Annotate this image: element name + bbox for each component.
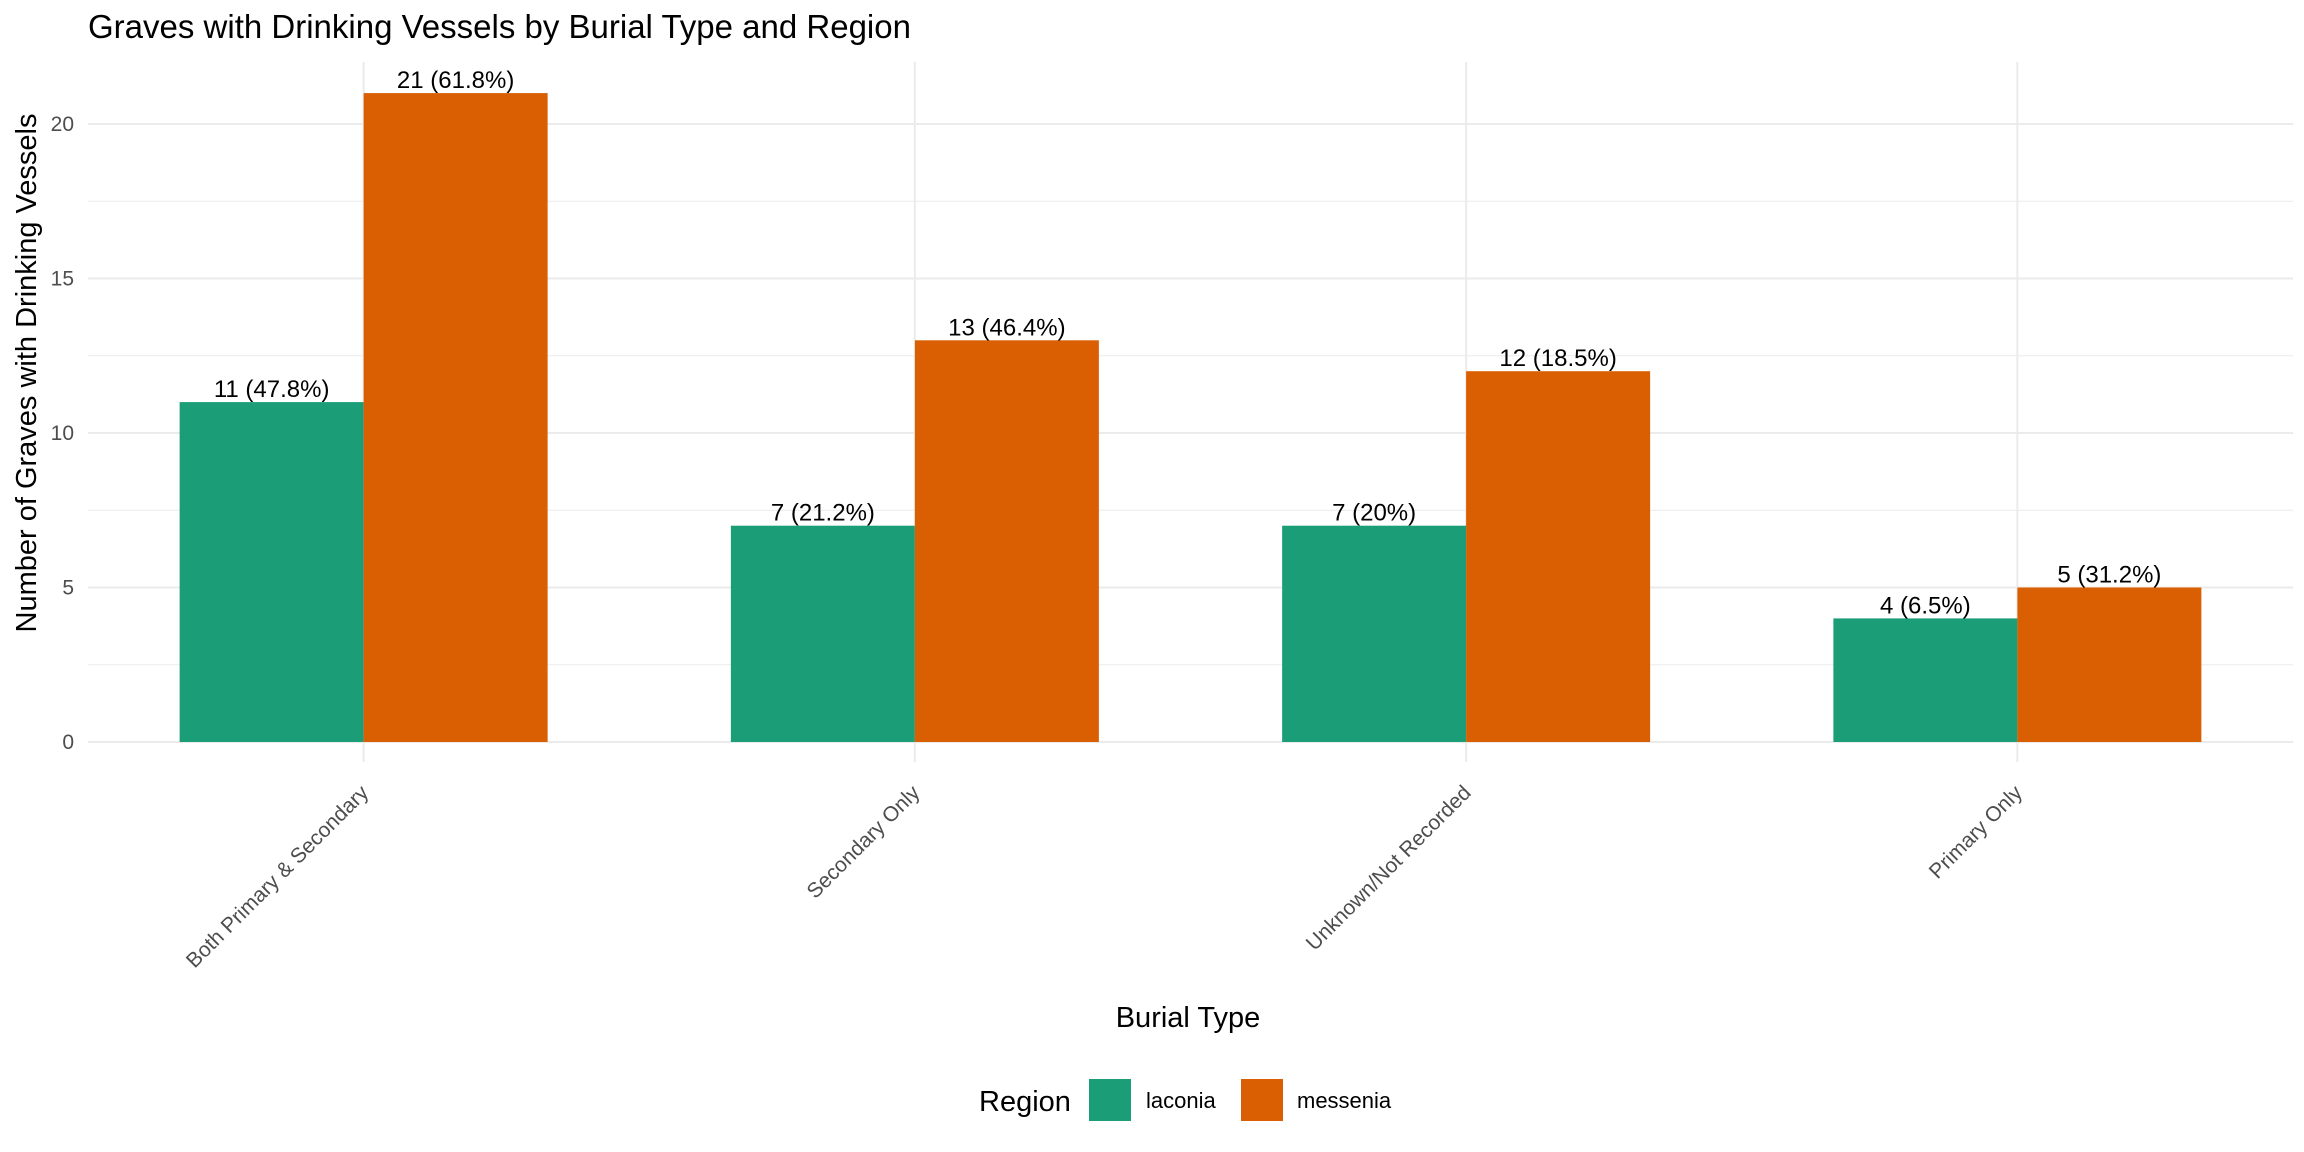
bar-label-laconia: 4 (6.5%): [1880, 592, 1971, 619]
bar-label-laconia: 7 (20%): [1332, 500, 1416, 527]
bar-label-laconia: 7 (21.2%): [771, 500, 875, 527]
legend-key-laconia: [1089, 1079, 1131, 1121]
x-axis-ticks: Both Primary & Secondary Secondary Only Un…: [182, 781, 2027, 973]
x-tick-label: Secondary Only: [802, 781, 924, 903]
legend-title: Region: [979, 1086, 1071, 1118]
y-axis-title: Number of Graves with Drinking Vessels: [11, 114, 43, 633]
legend: Region laconia messenia: [979, 1079, 1392, 1121]
y-axis-ticks: 0 5 10 15 20: [51, 113, 74, 754]
bar-label-laconia: 11 (47.8%): [214, 376, 330, 403]
bar-messenia: [2017, 587, 2202, 742]
bar-messenia: [1466, 371, 1651, 742]
x-tick-label: Primary Only: [1925, 781, 2027, 883]
bar-label-messenia: 21 (61.8%): [397, 67, 514, 94]
bar-label-messenia: 12 (18.5%): [1499, 345, 1616, 372]
bar-laconia: [179, 402, 364, 742]
y-tick-label: 10: [51, 422, 74, 445]
y-tick-label: 15: [51, 268, 74, 291]
x-axis-title: Burial Type: [1116, 1002, 1261, 1034]
bar-label-messenia: 13 (46.4%): [948, 314, 1065, 341]
bar-labels: 11 (47.8%) 21 (61.8%) 7 (21.2%) 13 (46.4%) 7…: [214, 67, 2162, 619]
bar-laconia: [730, 525, 915, 742]
x-tick-label: Unknown/Not Recorded: [1302, 781, 1476, 955]
legend-label-laconia: laconia: [1146, 1088, 1216, 1113]
bar-laconia: [1282, 525, 1467, 742]
bar-laconia: [1833, 618, 2018, 742]
x-tick-label: Both Primary & Secondary: [182, 781, 374, 973]
bars: [179, 93, 2202, 743]
y-tick-label: 0: [62, 731, 74, 754]
bar-messenia: [914, 340, 1099, 742]
legend-label-messenia: messenia: [1297, 1088, 1392, 1113]
legend-key-messenia: [1241, 1079, 1283, 1121]
y-tick-label: 20: [51, 113, 74, 136]
bar-label-messenia: 5 (31.2%): [2057, 562, 2161, 589]
bar-messenia: [363, 93, 548, 743]
chart-title: Graves with Drinking Vessels by Burial T…: [88, 8, 911, 45]
y-tick-label: 5: [62, 577, 74, 600]
